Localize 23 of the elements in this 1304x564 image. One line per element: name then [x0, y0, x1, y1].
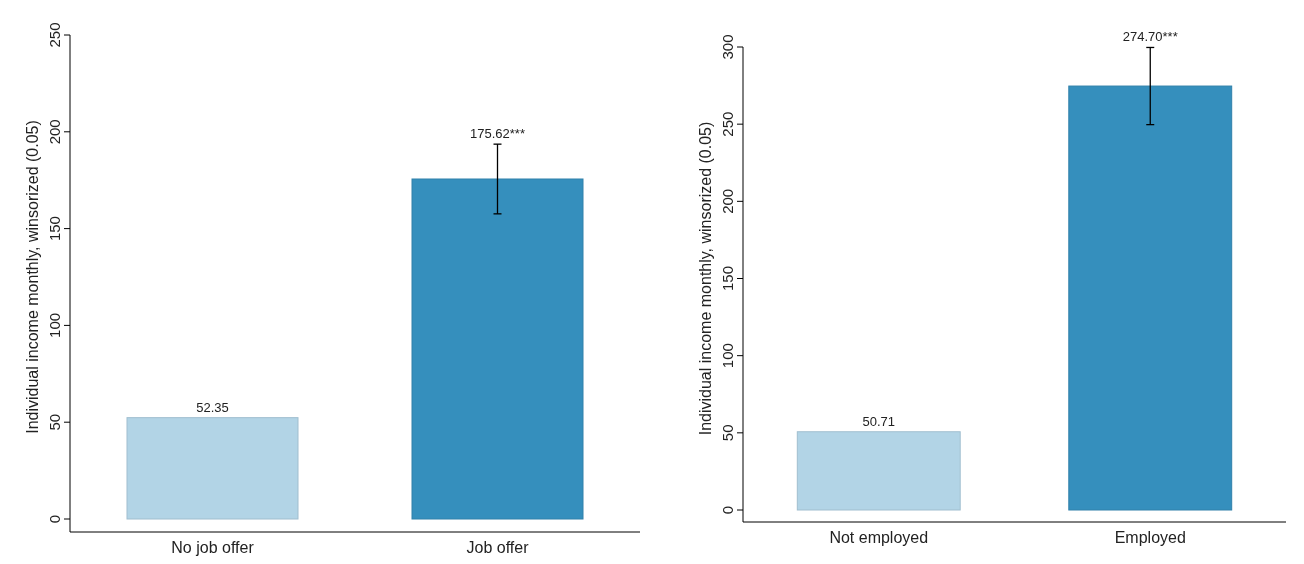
data-label: 274.70***	[1122, 29, 1178, 45]
y-tick-label: 50	[718, 424, 736, 442]
x-tick-label: Job offer	[466, 539, 530, 556]
y-tick-label: 100	[718, 343, 736, 369]
y-tick-label: 300	[718, 34, 736, 60]
y-tick-label: 250	[46, 22, 63, 48]
y-tick-label: 0	[46, 514, 63, 524]
x-tick-label: Employed	[1114, 529, 1186, 546]
data-label: 52.35	[196, 399, 229, 415]
y-tick-label: 0	[718, 505, 736, 515]
y-tick-label: 150	[46, 216, 63, 242]
y-axis-title: Individual income monthly, winsorized (0.05)	[24, 120, 41, 434]
y-tick-label: 150	[718, 265, 736, 292]
x-tick-label: Not employed	[829, 529, 929, 546]
y-tick-label: 200	[718, 188, 736, 214]
y-tick-label: 100	[46, 312, 63, 338]
y-tick-label: 200	[46, 119, 63, 145]
y-axis-title: Individual income monthly, winsorized (0.05)	[696, 121, 714, 436]
y-tick-label: 250	[718, 111, 736, 137]
data-label: 50.71	[862, 413, 896, 429]
y-tick-label: 50	[46, 413, 63, 431]
x-tick-label: No job offer	[171, 539, 255, 556]
data-label: 175.62***	[470, 126, 525, 142]
